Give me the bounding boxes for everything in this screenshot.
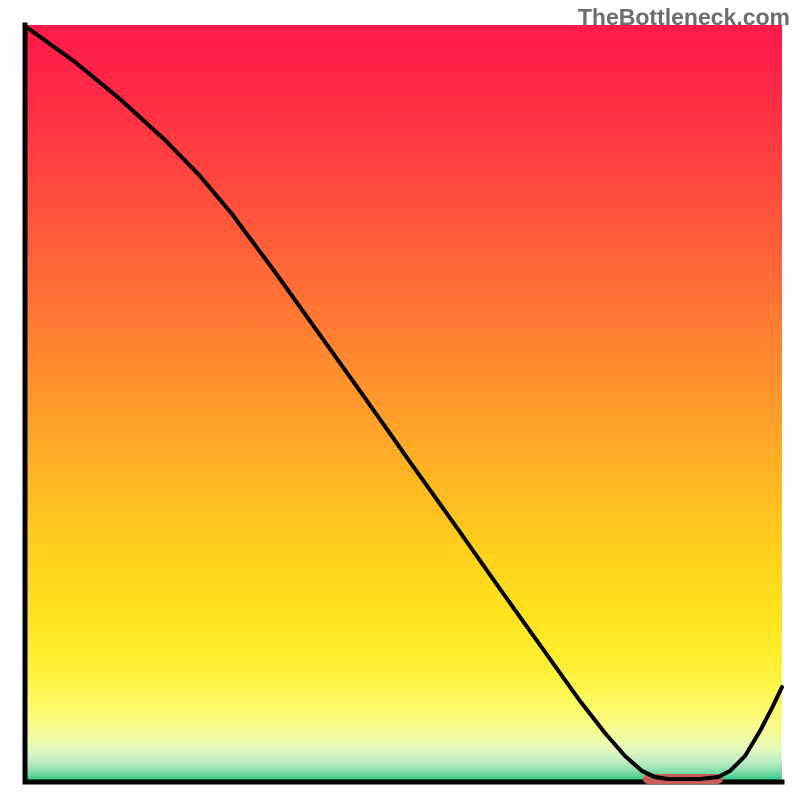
watermark-text: TheBottleneck.com [578,4,790,31]
chart-gradient-background [25,25,782,782]
bottleneck-chart [0,0,800,800]
chart-container: TheBottleneck.com [0,0,800,800]
